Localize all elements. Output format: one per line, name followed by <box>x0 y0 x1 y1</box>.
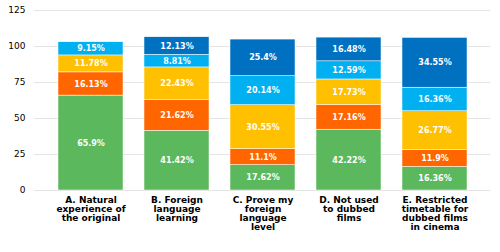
svg-text:41.42%: 41.42% <box>160 156 193 165</box>
svg-text:D. Not usedto dubbedfilms: D. Not usedto dubbedfilms <box>319 195 378 223</box>
svg-text:20.14%: 20.14% <box>246 86 279 95</box>
svg-text:11.78%: 11.78% <box>74 59 107 68</box>
svg-text:22.43%: 22.43% <box>160 79 193 88</box>
svg-text:50: 50 <box>14 113 26 123</box>
svg-text:E. Restrictedtimetable fordubb: E. Restrictedtimetable fordubbed filmsin… <box>402 195 469 232</box>
svg-text:C. Prove myforeignlanguageleve: C. Prove myforeignlanguagelevel <box>233 195 294 232</box>
svg-text:125: 125 <box>8 5 25 15</box>
svg-text:11.9%: 11.9% <box>421 154 449 163</box>
svg-text:30.55%: 30.55% <box>246 123 279 132</box>
svg-text:25.4%: 25.4% <box>249 53 277 62</box>
svg-text:9.15%: 9.15% <box>77 44 105 53</box>
svg-text:42.22%: 42.22% <box>332 156 365 165</box>
svg-text:17.73%: 17.73% <box>332 88 365 97</box>
svg-text:21.62%: 21.62% <box>160 111 193 120</box>
svg-text:34.55%: 34.55% <box>418 58 451 67</box>
svg-text:75: 75 <box>14 77 25 87</box>
svg-text:12.13%: 12.13% <box>160 42 193 51</box>
svg-text:17.16%: 17.16% <box>332 113 365 122</box>
svg-text:100: 100 <box>8 41 25 51</box>
svg-text:11.1%: 11.1% <box>249 153 277 162</box>
svg-text:12.59%: 12.59% <box>332 66 365 75</box>
svg-text:17.62%: 17.62% <box>246 173 279 182</box>
svg-text:B. Foreignlanguagelearning: B. Foreignlanguagelearning <box>151 195 203 223</box>
svg-text:16.36%: 16.36% <box>418 174 451 183</box>
svg-text:16.13%: 16.13% <box>74 80 107 89</box>
svg-text:16.48%: 16.48% <box>332 45 365 54</box>
svg-text:65.9%: 65.9% <box>77 139 105 148</box>
svg-text:8.81%: 8.81% <box>163 57 191 66</box>
svg-text:16.36%: 16.36% <box>418 95 451 104</box>
svg-text:A. Naturalexperience ofthe ori: A. Naturalexperience ofthe original <box>56 195 125 223</box>
svg-text:0: 0 <box>20 185 26 195</box>
svg-text:25: 25 <box>14 149 25 159</box>
svg-text:26.77%: 26.77% <box>418 126 451 135</box>
